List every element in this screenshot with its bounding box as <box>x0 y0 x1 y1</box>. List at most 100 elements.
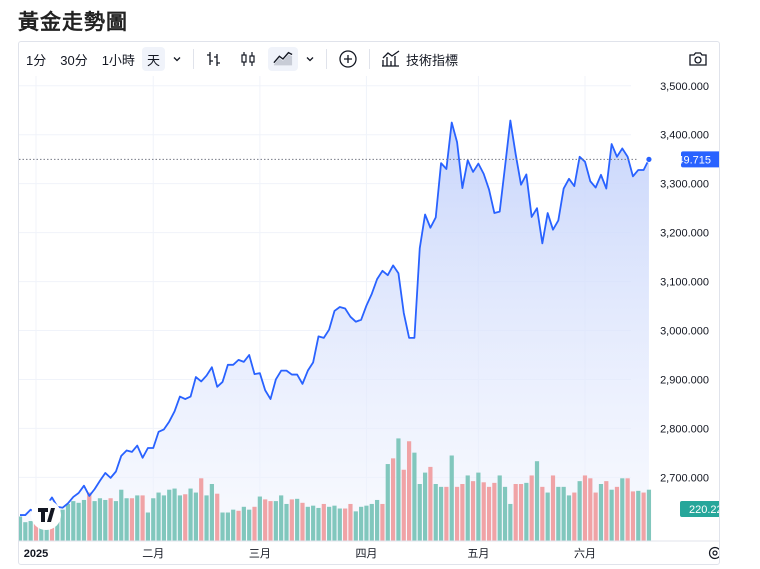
candlestick-icon <box>241 52 255 66</box>
volume-bar <box>76 502 81 541</box>
volume-bar <box>598 484 604 541</box>
volume-bar <box>364 505 369 541</box>
toolbar-divider <box>368 49 370 69</box>
volume-bar <box>401 469 406 541</box>
volume-bar <box>19 516 23 541</box>
volume-bar <box>71 501 76 541</box>
volume-bar <box>156 492 161 541</box>
interval-1m-button[interactable]: 1分 <box>26 52 47 68</box>
volume-bar <box>556 486 561 541</box>
bar-style-button[interactable] <box>200 47 228 71</box>
volume-bar <box>81 499 87 541</box>
last-volume-tag <box>680 501 719 517</box>
volume-bar <box>641 492 646 541</box>
volume-bar <box>412 452 417 541</box>
chevron-down-icon <box>306 57 314 62</box>
volume-bar <box>609 489 614 541</box>
snapshot-button[interactable] <box>683 47 713 71</box>
style-dropdown-button[interactable] <box>300 47 320 71</box>
volume-bar <box>225 512 230 541</box>
volume-bar <box>188 488 193 541</box>
volume-bar <box>486 486 492 541</box>
interval-30m-button[interactable]: 30分 <box>60 52 88 68</box>
volume-bar <box>151 498 156 541</box>
volume-bar <box>545 492 550 541</box>
volume-bar <box>295 498 300 541</box>
x-tick-label: 二月 <box>142 548 164 560</box>
volume-bar <box>236 510 241 541</box>
volume-bar <box>636 490 641 541</box>
compare-button[interactable] <box>333 47 363 71</box>
interval-1h-button[interactable]: 1小時 <box>101 52 135 68</box>
volume-bar <box>529 475 534 541</box>
y-tick-label: 2,800.000 <box>660 423 709 435</box>
volume-bar <box>327 506 332 541</box>
area-chart-icon <box>273 51 293 66</box>
volume-bar <box>161 495 167 541</box>
volume-bar <box>433 484 438 541</box>
camera-icon <box>689 52 707 66</box>
y-tick-label: 3,200.000 <box>660 228 709 240</box>
last-price-tag <box>681 151 719 168</box>
volume-bar <box>460 484 465 541</box>
volume-bar <box>247 509 252 541</box>
indicators-button[interactable]: 技術指標 <box>376 47 463 71</box>
indicators-label: 技術指標 <box>405 52 458 68</box>
y-tick-label: 3,100.000 <box>660 277 709 289</box>
y-tick-label: 3,500.000 <box>660 81 709 93</box>
volume-bar <box>167 489 172 541</box>
volume-bar <box>582 475 588 541</box>
logo-mark <box>47 508 55 522</box>
x-tick-label: 三月 <box>249 548 271 560</box>
volume-bar <box>391 458 396 541</box>
volume-bar <box>311 505 316 541</box>
volume-bar <box>268 501 273 541</box>
volume-bar <box>28 521 33 541</box>
volume-bar <box>470 481 476 541</box>
volume-bar <box>508 503 513 541</box>
volume-bar <box>572 492 577 541</box>
volume-bar <box>540 486 545 541</box>
ohlc-bars-icon <box>206 52 220 66</box>
volume-bar <box>103 499 108 541</box>
volume-bar <box>284 503 289 541</box>
volume-bar <box>33 517 39 541</box>
volume-bar <box>129 498 135 541</box>
price-chart[interactable]: 2,700.000 2,800.000 2,900.000 3,000.000 3,10… <box>19 42 719 564</box>
volume-bar <box>593 492 598 541</box>
volume-bar <box>204 495 209 541</box>
volume-bar <box>481 482 486 541</box>
y-tick-label: 2,700.000 <box>660 472 709 484</box>
volume-bar <box>524 482 529 541</box>
tradingview-logo <box>31 500 61 530</box>
volume-bar <box>492 482 497 541</box>
volume-bar <box>550 475 556 541</box>
volume-bar <box>193 492 198 541</box>
volume-bar <box>497 475 502 541</box>
volume-bar <box>241 506 246 541</box>
price-line <box>20 119 650 519</box>
volume-bar <box>183 494 188 541</box>
volume-bar <box>625 478 630 541</box>
volume-bar <box>145 512 151 541</box>
volume-bar <box>646 489 652 541</box>
volume-bar <box>406 441 412 541</box>
volume-bar <box>513 484 518 541</box>
volume-bar <box>316 507 321 541</box>
volume-bar <box>140 495 145 541</box>
volume-bar <box>518 484 524 541</box>
area-style-button[interactable] <box>267 47 298 71</box>
candle-style-button[interactable] <box>234 47 262 71</box>
y-tick-label: 3,400.000 <box>660 130 709 142</box>
volume-bar <box>273 501 278 541</box>
volume-bar <box>375 499 380 541</box>
x-tick-label: 四月 <box>355 548 377 560</box>
gear-ring <box>708 546 719 560</box>
volume-bar <box>353 511 358 541</box>
volume-bar <box>444 486 449 541</box>
volume-bar <box>87 492 92 541</box>
gear-icon[interactable] <box>708 546 720 560</box>
interval-1d-button[interactable]: 天 <box>141 47 165 71</box>
interval-dropdown-button[interactable] <box>167 47 187 71</box>
page-title: 黃金走勢圖 <box>18 11 128 34</box>
